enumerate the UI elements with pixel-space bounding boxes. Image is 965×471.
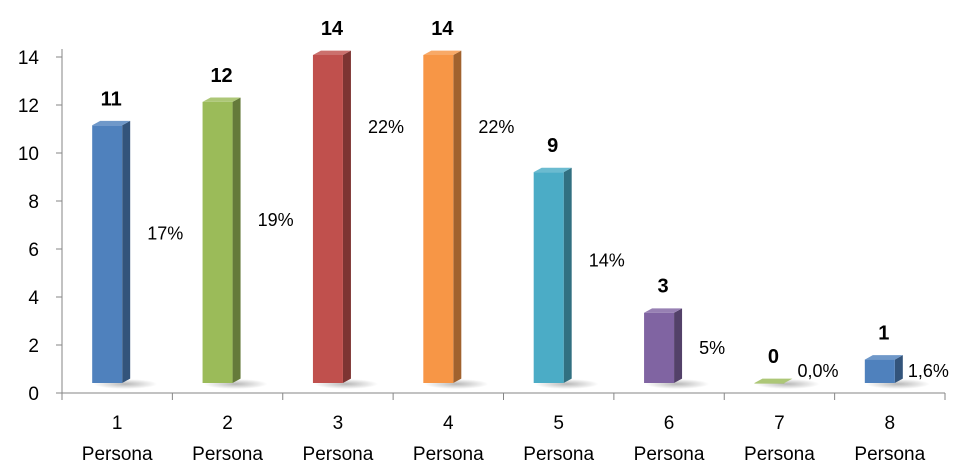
axes: 024681012141Persona2Persona3Persona4Pers… xyxy=(18,48,946,465)
x-tick-label: Persona xyxy=(854,444,925,465)
value-label: 1 xyxy=(878,323,889,345)
bar-group xyxy=(754,378,820,389)
bar xyxy=(423,55,454,383)
x-tick-label: 6 xyxy=(664,413,675,434)
bar-side xyxy=(232,97,241,383)
percent-label: 17% xyxy=(147,224,183,244)
percent-label: 19% xyxy=(258,210,294,230)
bar xyxy=(202,101,233,383)
x-tick-label: 8 xyxy=(885,413,896,434)
bar-side xyxy=(453,50,462,383)
y-tick-label: 10 xyxy=(18,144,39,165)
bar-side xyxy=(674,308,683,383)
x-tick-label: Persona xyxy=(523,444,594,465)
percent-label: 5% xyxy=(699,338,725,358)
bar-top xyxy=(92,120,131,126)
y-tick-label: 12 xyxy=(18,96,39,117)
bar-side xyxy=(122,120,131,383)
bar-side xyxy=(894,355,903,383)
value-label: 14 xyxy=(431,18,454,40)
bar-group xyxy=(533,167,599,389)
bar-group xyxy=(92,120,158,389)
x-tick-label: Persona xyxy=(744,444,815,465)
x-tick-label: 4 xyxy=(443,413,454,434)
bar-top xyxy=(644,308,683,313)
percent-label: 14% xyxy=(589,251,625,271)
value-label: 0 xyxy=(768,346,779,368)
bar xyxy=(754,383,785,384)
bar-top xyxy=(312,50,351,55)
value-label: 3 xyxy=(658,276,669,298)
x-tick-label: 5 xyxy=(553,413,564,434)
bar-top xyxy=(754,378,793,383)
x-tick-label: Persona xyxy=(303,444,374,465)
x-tick-label: 1 xyxy=(112,413,123,434)
x-tick-label: Persona xyxy=(82,444,153,465)
y-tick-label: 8 xyxy=(28,192,39,213)
bar xyxy=(92,125,123,384)
bar xyxy=(644,312,675,383)
bar-top xyxy=(864,355,903,360)
bar-group xyxy=(202,97,268,389)
value-label: 14 xyxy=(321,18,344,40)
bars xyxy=(92,50,930,389)
x-tick-label: 3 xyxy=(333,413,344,434)
x-tick-label: Persona xyxy=(634,444,705,465)
x-tick-label: 7 xyxy=(774,413,785,434)
percent-label: 22% xyxy=(368,117,404,137)
data-labels: 11 17% 12 19% 14 22% 14 22% 9 14% 3 5% 0 0,0% 1 1,6% xyxy=(101,18,949,381)
bar-top xyxy=(423,50,462,55)
bar-group xyxy=(864,355,930,389)
x-tick-label: Persona xyxy=(192,444,263,465)
percent-label: 1,6% xyxy=(908,361,949,381)
bar xyxy=(864,359,895,383)
y-tick-label: 6 xyxy=(28,240,39,261)
x-tick-label: 2 xyxy=(222,413,233,434)
value-label: 9 xyxy=(547,135,558,157)
bar xyxy=(312,55,343,383)
percent-label: 0,0% xyxy=(797,361,838,381)
bar-top xyxy=(533,167,572,173)
bar-side xyxy=(342,50,351,383)
y-tick-label: 4 xyxy=(28,288,39,309)
y-tick-label: 14 xyxy=(18,48,40,69)
bar-group xyxy=(644,308,710,389)
value-label: 12 xyxy=(210,65,232,87)
y-tick-label: 0 xyxy=(28,384,39,405)
bar-group xyxy=(312,50,378,389)
percent-label: 22% xyxy=(478,117,514,137)
bar-top xyxy=(202,97,241,102)
value-label: 11 xyxy=(101,88,122,110)
y-tick-label: 2 xyxy=(28,336,39,357)
bar-side xyxy=(563,167,572,383)
bar-group xyxy=(423,50,489,389)
x-tick-label: Persona xyxy=(413,444,484,465)
bar xyxy=(533,172,564,383)
